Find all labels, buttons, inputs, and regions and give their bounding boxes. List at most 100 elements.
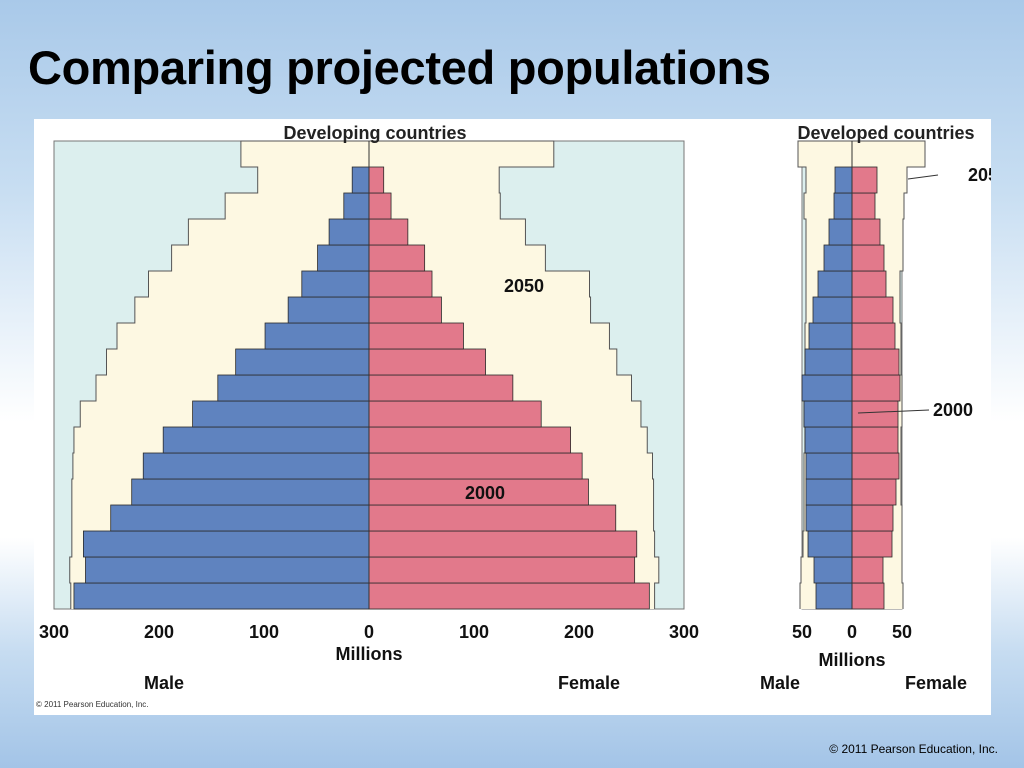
female-2000-bar	[368, 322, 464, 350]
figure-panel: Developing countries 300 200 100 0 100 200 300 M…	[34, 119, 991, 715]
slide-footer: © 2011 Pearson Education, Inc.	[829, 742, 998, 756]
male-2000-bar	[110, 504, 370, 532]
female-2000-bar	[851, 400, 899, 428]
male-2000-bar	[351, 166, 370, 194]
developed-countries-pyramid: Developed countries 50 0 50 Millions Male Fema…	[760, 123, 991, 693]
series-annotation-label: 2000	[933, 400, 973, 420]
male-2000-bar	[301, 270, 370, 298]
developing-countries-pyramid: Developing countries 300 200 100 0 100 200 300 M…	[39, 123, 699, 693]
x-tick-label: 200	[564, 622, 594, 642]
female-2000-bar	[851, 582, 885, 610]
x-tick-label: 200	[144, 622, 174, 642]
male-2000-bar	[813, 556, 853, 584]
female-2000-bar	[368, 348, 486, 376]
population-pyramids-chart: Developing countries 300 200 100 0 100 200 300 M…	[36, 123, 991, 709]
female-2000-bar	[851, 192, 876, 220]
female-2000-bar	[368, 504, 617, 532]
male-2000-bar	[287, 296, 370, 324]
male-2000-bar	[162, 426, 370, 454]
female-2000-bar	[368, 192, 392, 220]
female-2000-bar	[851, 218, 881, 246]
female-2000-bar	[851, 348, 900, 376]
annotation-leader-line	[907, 174, 939, 180]
male-2000-bar	[828, 218, 853, 246]
female-2000-bar	[851, 530, 893, 558]
male-2000-bar	[805, 452, 853, 480]
male-2000-bar	[264, 322, 370, 350]
male-2000-bar	[235, 348, 370, 376]
x-axis-label: Millions	[819, 650, 886, 670]
female-2000-bar	[368, 478, 589, 506]
female-2000-bar	[368, 452, 583, 480]
male-2000-bar	[801, 374, 853, 402]
male-2000-bar	[328, 218, 370, 246]
x-tick-label: 300	[39, 622, 69, 642]
female-2000-bar	[851, 426, 899, 454]
female-2000-bar	[368, 374, 514, 402]
male-2000-bar	[808, 322, 853, 350]
male-2000-bar	[317, 244, 370, 272]
male-2000-bar	[142, 452, 370, 480]
female-2000-bar	[368, 244, 426, 272]
female-2000-bar	[368, 556, 636, 584]
female-2000-bar	[368, 218, 409, 246]
projection-2050-outline-female	[369, 140, 660, 609]
male-2000-bar	[192, 400, 370, 428]
x-tick-label: 300	[669, 622, 699, 642]
projection-2050-outline-male	[69, 140, 369, 609]
female-2000-bar	[368, 166, 385, 194]
female-2000-bar	[851, 452, 900, 480]
male-2000-bar	[823, 244, 853, 272]
male-2000-bar	[834, 166, 853, 194]
projection-2050-outline-female	[852, 140, 926, 609]
female-2000-bar	[368, 400, 542, 428]
male-2000-bar	[817, 270, 853, 298]
female-2000-bar	[368, 582, 650, 610]
series-annotation-label: 2050	[968, 165, 991, 185]
female-2000-bar	[851, 478, 897, 506]
x-tick-label: 0	[847, 622, 857, 642]
female-label: Female	[558, 673, 620, 693]
female-2000-bar	[851, 270, 887, 298]
x-tick-label: 50	[792, 622, 812, 642]
female-2000-bar	[851, 166, 878, 194]
annotation-leader-line	[857, 409, 930, 414]
female-2000-bar	[851, 374, 901, 402]
female-2000-bar	[851, 556, 884, 584]
female-2000-bar	[851, 296, 894, 324]
series-annotation-label: 2050	[504, 276, 544, 296]
male-2000-bar	[131, 478, 370, 506]
male-2000-bar	[83, 530, 370, 558]
male-2000-bar	[833, 192, 853, 220]
male-label: Male	[144, 673, 184, 693]
x-axis-label: Millions	[336, 644, 403, 664]
male-label: Male	[760, 673, 800, 693]
male-2000-bar	[73, 582, 370, 610]
male-2000-bar	[217, 374, 370, 402]
male-2000-bar	[804, 426, 853, 454]
male-2000-bar	[807, 530, 853, 558]
figure-copyright: © 2011 Pearson Education, Inc.	[36, 700, 148, 709]
female-2000-bar	[368, 426, 572, 454]
female-2000-bar	[368, 296, 442, 324]
projection-2050-band	[240, 141, 554, 167]
male-2000-bar	[815, 582, 853, 610]
female-2000-bar	[368, 530, 638, 558]
female-label: Female	[905, 673, 967, 693]
x-tick-label: 100	[459, 622, 489, 642]
x-tick-label: 0	[364, 622, 374, 642]
x-tick-label: 100	[249, 622, 279, 642]
x-tick-label: 50	[892, 622, 912, 642]
male-2000-bar	[343, 192, 370, 220]
female-2000-bar	[368, 270, 433, 298]
female-2000-bar	[851, 322, 896, 350]
male-2000-bar	[804, 348, 853, 376]
female-2000-bar	[851, 504, 894, 532]
panel-title: Developed countries	[797, 123, 974, 143]
male-2000-bar	[85, 556, 370, 584]
panel-title: Developing countries	[283, 123, 466, 143]
male-2000-bar	[803, 400, 853, 428]
projection-2050-band	[798, 141, 925, 167]
series-annotation-label: 2000	[465, 483, 505, 503]
slide-title: Comparing projected populations	[28, 41, 771, 94]
